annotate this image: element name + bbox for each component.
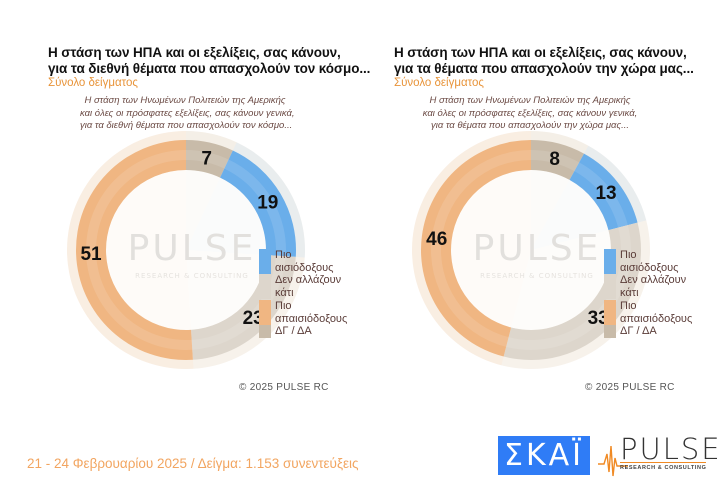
segment-pessimistic	[75, 140, 193, 360]
legend-item: ΔΓ / ΔΑ	[604, 325, 692, 339]
segment-highlight	[224, 159, 286, 257]
chart-legend: Πιο αισιόδοξους Δεν αλλάζουν κάτι Πιο απαισιό…	[604, 249, 693, 339]
legend-swatch	[604, 299, 616, 325]
pulse-logo-line	[620, 462, 706, 463]
pulse-wave-icon	[598, 445, 628, 477]
legend-item: Πιο αισιόδοξους	[604, 249, 692, 274]
legend-label: Δεν αλλάζουν	[620, 274, 687, 287]
pulse-logo-subtitle: RESEARCH & CONSULTING	[620, 465, 707, 471]
legend-swatch	[604, 325, 616, 339]
legend-label: Πιο	[275, 249, 292, 261]
legend-swatch	[259, 249, 271, 274]
chart-title-line-1: Η στάση των ΗΠΑ και οι εξελίξεις, σας κά…	[394, 45, 687, 60]
question-text: Η στάση των Ηνωμένων Πολιτειών της Αμερι…	[80, 95, 295, 133]
legend-label: Πιο	[620, 249, 637, 261]
legend-swatch	[259, 325, 271, 339]
question-line-2: και όλες οι πρόσφατες εξελίξεις, σας κάν…	[422, 107, 638, 119]
legend-swatch	[259, 274, 271, 300]
legend-item: Δεν αλλάζουν κάτι	[259, 274, 347, 300]
data-label: 23	[243, 308, 264, 329]
segment-highlight	[186, 150, 229, 169]
donut-chart-country: PULSE RESEARCH & CONSULTING 8 13 33 46	[411, 131, 650, 369]
legend-swatch	[604, 274, 616, 300]
data-label: 7	[201, 148, 212, 169]
donut-hole	[451, 170, 611, 330]
copyright-text: © 2025 PULSE RC	[239, 382, 329, 393]
segment-optimistic	[220, 150, 296, 257]
watermark-logo: PULSE	[128, 228, 257, 269]
data-label: 51	[80, 244, 102, 265]
chart-subtitle: Σύνολο δείγματος	[48, 77, 138, 89]
segment-dk-na	[531, 140, 584, 180]
chart-title: Η στάση των ΗΠΑ και οι εξελίξεις, σας κά…	[394, 45, 694, 77]
legend-item: Πιο απαισιόδοξους	[604, 299, 693, 325]
legend-label: απαισιόδοξους	[275, 312, 348, 325]
segment-highlight	[431, 150, 531, 347]
question-line-1: Η στάση των Ηνωμένων Πολιτειών της Αμερι…	[84, 95, 286, 106]
legend-swatch	[604, 249, 616, 274]
question-line-3: για τα θέματα που απασχολούν την χώρα μα…	[430, 120, 630, 131]
data-label: 19	[257, 193, 278, 214]
skai-logo: ΣΚΑΪ	[498, 436, 590, 475]
legend-label: κάτι	[275, 287, 294, 300]
chart-title-line-2: για τα διεθνή θέματα που απασχολούν τον …	[48, 61, 371, 76]
chart-title: Η στάση των ΗΠΑ και οι εξελίξεις, σας κά…	[48, 45, 370, 77]
legend-item: Πιο αισιόδοξους	[259, 249, 347, 274]
legend-label: αισιόδοξους	[620, 261, 679, 274]
segment-highlight	[531, 150, 580, 172]
chart-title-line-1: Η στάση των ΗΠΑ και οι εξελίξεις, σας κά…	[48, 45, 341, 60]
data-label: 46	[426, 229, 447, 250]
legend-item: Πιο απαισιόδοξους	[259, 299, 348, 325]
legend-label: ΔΓ / ΔΑ	[620, 325, 657, 338]
legend-item: Δεν αλλάζουν κάτι	[604, 274, 692, 300]
donut-hole	[106, 170, 266, 330]
segment-optimistic	[569, 153, 638, 231]
pulse-logo-word: PULSE	[620, 432, 717, 466]
legend-label: απαισιόδοξους	[620, 312, 693, 325]
copyright-text: © 2025 PULSE RC	[585, 382, 675, 393]
chart-legend: Πιο αισιόδοξους Δεν αλλάζουν κάτι Πιο απαισιό…	[259, 249, 348, 339]
segment-highlight	[506, 225, 631, 350]
legend-label: Πιο	[275, 299, 292, 312]
chart-title-line-2: για τα θέματα που απασχολούν την χώρα μα…	[394, 61, 694, 76]
segment-dk-na	[186, 140, 233, 178]
segment-pessimistic	[421, 140, 531, 357]
question-line-1: Η στάση των Ηνωμένων Πολιτειών της Αμερι…	[429, 95, 631, 106]
legend-swatch	[259, 299, 271, 325]
chart-panel-world: Η στάση των ΗΠΑ και οι εξελίξεις, σας κά…	[0, 0, 370, 400]
segment-highlight	[574, 162, 628, 228]
question-text: Η στάση των Ηνωμένων Πολιτειών της Αμερι…	[410, 95, 650, 133]
question-line-2: και όλες οι πρόσφατες εξελίξεις, σας κάν…	[80, 107, 295, 119]
legend-label: ΔΓ / ΔΑ	[275, 325, 312, 338]
chart-panel-country: Η στάση των ΗΠΑ και οι εξελίξεις, σας κά…	[358, 0, 716, 400]
watermark-logo: PULSE	[473, 228, 602, 269]
question-line-3: για τα διεθνή θέματα που απασχολούν τον …	[80, 120, 293, 131]
legend-label: κάτι	[620, 287, 639, 300]
legend-label: Δεν αλλάζουν	[275, 274, 342, 287]
watermark-subtitle: RESEARCH & CONSULTING	[135, 272, 249, 280]
watermark-subtitle: RESEARCH & CONSULTING	[480, 272, 594, 280]
legend-label: αισιόδοξους	[275, 261, 334, 274]
data-label: 13	[595, 183, 616, 204]
survey-dates-sample: 21 - 24 Φεβρουαρίου 2025 / Δείγμα: 1.153…	[27, 456, 359, 471]
legend-label: Πιο	[620, 299, 637, 312]
data-label: 33	[588, 308, 609, 329]
donut-chart-world: PULSE RESEARCH & CONSULTING 7 19 23 51	[66, 131, 305, 369]
data-label: 8	[549, 149, 560, 170]
pulse-logo: PULSE RESEARCH & CONSULTING	[598, 432, 717, 478]
legend-item: ΔΓ / ΔΑ	[259, 325, 347, 339]
chart-subtitle: Σύνολο δείγματος	[394, 77, 484, 89]
